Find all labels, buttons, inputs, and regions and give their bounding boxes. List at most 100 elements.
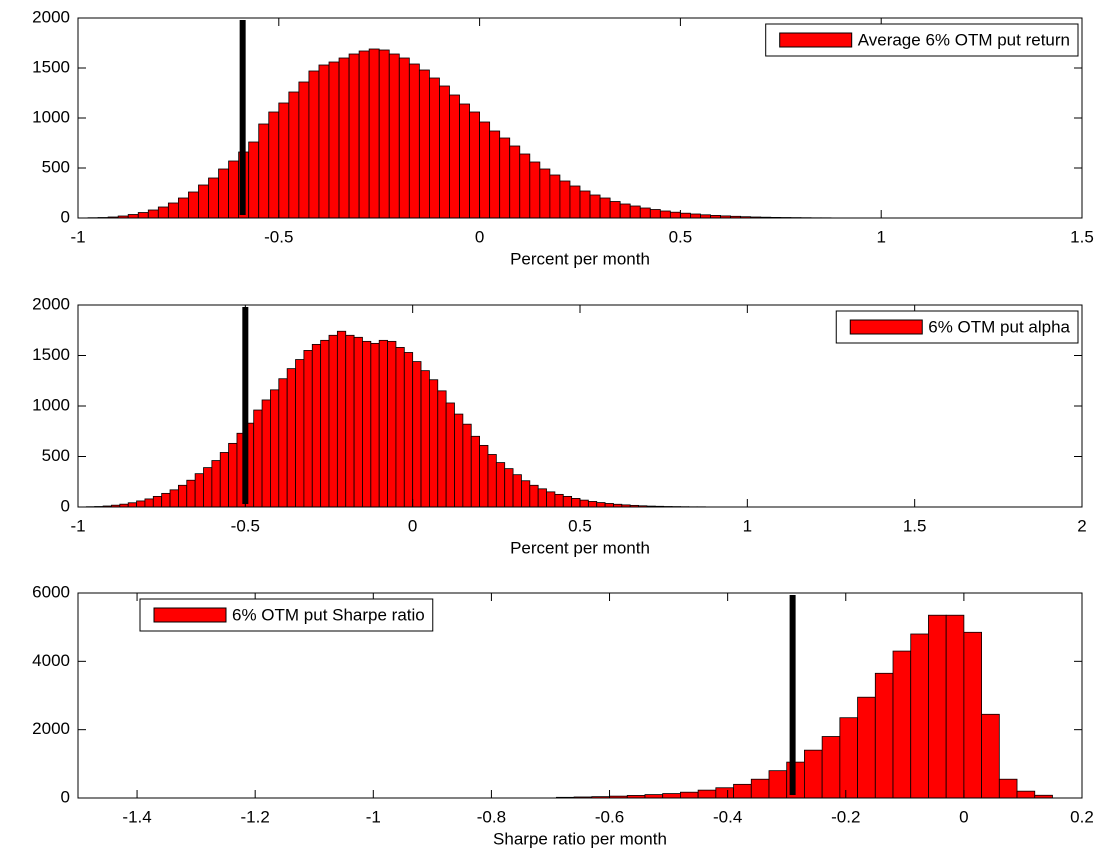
bar: [910, 633, 929, 799]
x-tick-label: 0.5: [669, 227, 693, 246]
bar: [669, 211, 681, 219]
bar: [579, 499, 589, 508]
bar: [559, 180, 571, 219]
x-tick-label: -1: [70, 516, 85, 535]
bar: [253, 409, 263, 508]
bar: [512, 474, 522, 508]
bar: [569, 185, 581, 219]
y-tick-label: 0: [61, 787, 70, 806]
x-tick-label: -1.4: [122, 807, 151, 826]
bar: [644, 794, 664, 799]
bar: [378, 49, 390, 219]
x-tick-label: -0.4: [713, 807, 742, 826]
bar: [408, 63, 420, 219]
bar: [211, 460, 221, 508]
bar: [362, 340, 372, 508]
bar: [403, 352, 414, 508]
bar: [804, 749, 823, 799]
bar: [733, 783, 752, 799]
bar: [469, 111, 480, 219]
bar: [659, 210, 671, 219]
y-tick-label: 500: [42, 446, 70, 465]
bar: [495, 462, 506, 508]
legend-box: [835, 310, 1079, 344]
bar: [228, 442, 238, 508]
bar: [619, 203, 631, 219]
bar: [338, 57, 350, 219]
legend-label: 6% OTM put Sharpe ratio: [232, 605, 425, 624]
bar: [311, 343, 322, 508]
x-tick-label: -0.2: [831, 807, 860, 826]
bar: [428, 379, 439, 508]
bar: [945, 614, 965, 799]
bar: [470, 435, 481, 508]
bar: [278, 102, 290, 219]
y-tick-label: 2000: [32, 719, 70, 738]
bar: [345, 334, 355, 508]
bar: [228, 160, 240, 219]
bar: [194, 473, 204, 508]
bar: [147, 209, 159, 219]
bar: [136, 500, 146, 508]
y-tick-label: 1000: [32, 395, 70, 414]
bar: [278, 378, 288, 508]
x-tick-label: 1: [743, 516, 752, 535]
bar: [649, 209, 661, 219]
bar: [479, 444, 489, 508]
bar: [599, 197, 611, 219]
x-tick-label: 1.5: [903, 516, 927, 535]
legend-label: 6% OTM put alpha: [928, 317, 1070, 336]
bar: [596, 502, 606, 508]
bar: [219, 452, 230, 508]
x-tick-label: -0.5: [264, 227, 293, 246]
x-tick-label: -1: [70, 227, 85, 246]
x-tick-label: -0.5: [231, 516, 260, 535]
bar: [320, 339, 330, 508]
bar: [308, 70, 320, 219]
bar: [529, 161, 541, 219]
bar: [248, 141, 260, 219]
bar: [286, 368, 296, 508]
bar: [177, 197, 189, 219]
bar: [609, 201, 621, 219]
bar: [395, 347, 405, 508]
bar: [546, 491, 556, 508]
bar: [336, 330, 347, 508]
bar: [258, 123, 270, 219]
x-axis-label: Sharpe ratio per month: [493, 829, 667, 848]
bar: [998, 778, 1018, 799]
bar: [571, 498, 581, 508]
bar: [387, 340, 397, 508]
axes-box: [77, 592, 1083, 799]
y-tick-label: 6000: [32, 582, 70, 601]
bar: [504, 468, 514, 508]
bar: [437, 390, 447, 508]
bar: [188, 191, 199, 219]
bar: [587, 501, 598, 508]
bar: [489, 130, 501, 219]
bar: [529, 484, 539, 508]
x-tick-label: 0: [475, 227, 484, 246]
bar: [445, 402, 455, 508]
bar: [218, 168, 229, 219]
bar: [328, 61, 340, 219]
bar: [203, 467, 213, 508]
x-tick-label: -1.2: [241, 807, 270, 826]
bar: [604, 503, 614, 508]
legend-swatch: [153, 607, 227, 623]
legend-label: Average 6% OTM put return: [858, 30, 1070, 49]
bar: [487, 454, 497, 508]
bar: [454, 413, 464, 508]
y-tick-label: 2000: [32, 7, 70, 26]
bar: [439, 85, 450, 219]
bar: [562, 495, 573, 508]
x-axis-label: Percent per month: [510, 538, 650, 557]
x-tick-label: 1: [876, 227, 885, 246]
bar: [169, 489, 179, 508]
y-tick-label: 1500: [32, 345, 70, 364]
bar: [208, 177, 219, 219]
y-tick-label: 0: [61, 496, 70, 515]
bar: [579, 190, 591, 219]
bar: [715, 787, 734, 799]
